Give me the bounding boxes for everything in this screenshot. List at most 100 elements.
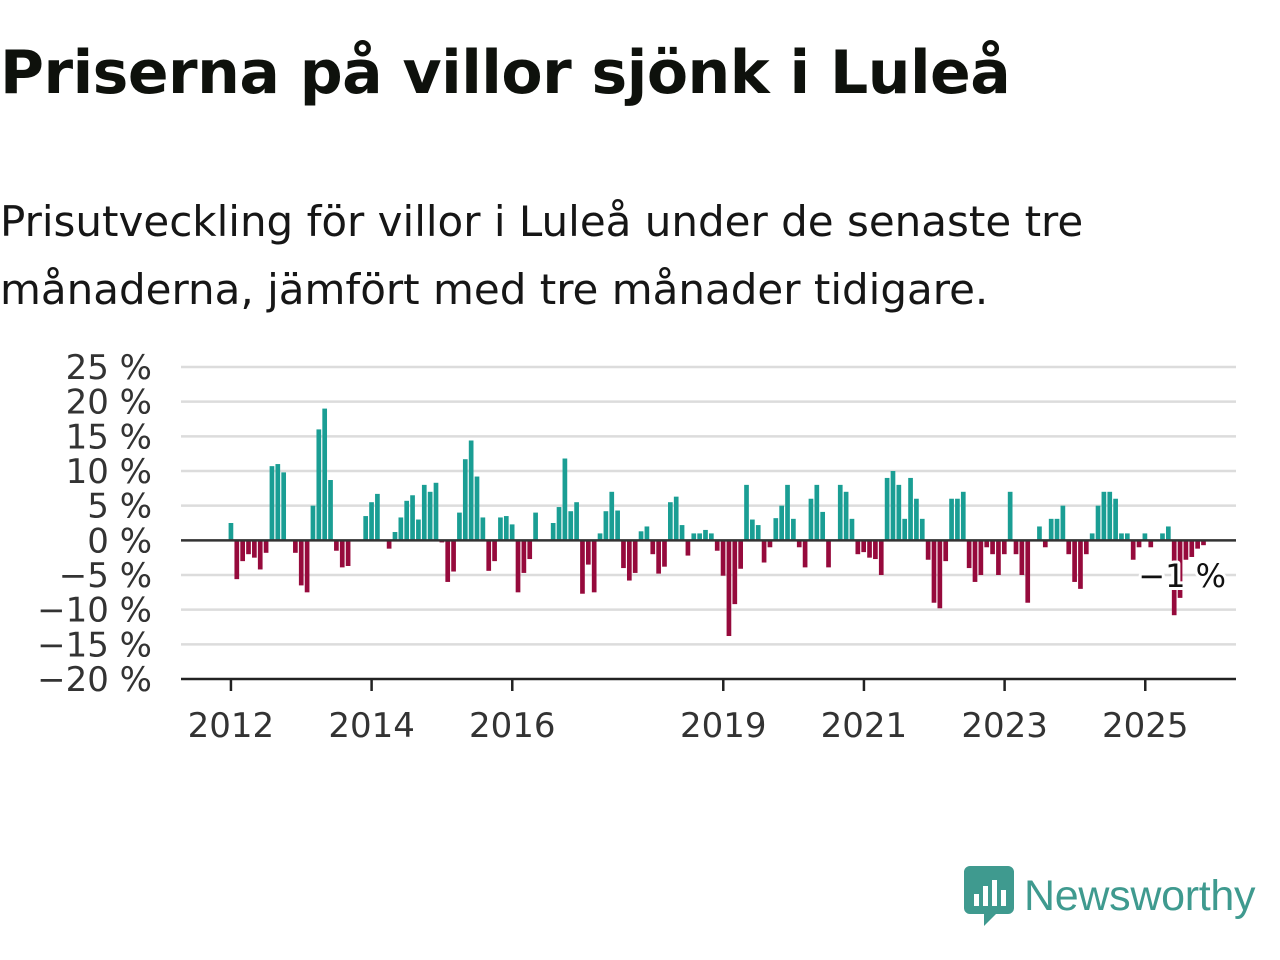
bar: [515, 540, 521, 593]
x-tick-label: 2023: [961, 706, 1048, 746]
bar: [621, 540, 626, 569]
y-tick-label: −10 %: [37, 591, 152, 631]
bar: [457, 512, 462, 541]
bar: [1189, 540, 1195, 557]
bar: [855, 540, 861, 555]
bar: [1007, 491, 1013, 541]
bar: [263, 540, 269, 553]
bar: [1101, 491, 1107, 541]
bar: [796, 540, 802, 548]
x-tick-label: 2016: [469, 706, 556, 746]
bar: [978, 540, 984, 575]
bar: [433, 482, 439, 541]
bar: [304, 540, 310, 593]
bar: [937, 540, 943, 609]
bar: [814, 484, 820, 541]
bar: [1013, 540, 1019, 555]
bar: [580, 540, 585, 594]
bar: [656, 540, 661, 574]
bar: [410, 495, 415, 541]
bar: [298, 540, 304, 586]
x-axis-ticks: 2012 2014 2016 2019 2021 2023 2025: [188, 679, 1189, 746]
bar: [609, 491, 615, 541]
newsworthy-chart-icon: [964, 866, 1014, 926]
bar: [638, 531, 644, 541]
bar: [1183, 540, 1189, 560]
bar: [574, 502, 579, 541]
bar: [1107, 491, 1113, 541]
bar: [896, 484, 902, 541]
bar: [673, 496, 679, 541]
bar: [1054, 518, 1060, 541]
bar: [310, 505, 316, 541]
bar: [591, 540, 597, 593]
y-tick-label: −15 %: [37, 625, 152, 665]
bar: [873, 540, 878, 560]
bar: [843, 491, 849, 541]
x-tick-label: 2019: [680, 706, 767, 746]
y-tick-label: 10 %: [66, 452, 152, 492]
x-tick-label: 2021: [821, 706, 908, 746]
bar: [791, 518, 796, 541]
bar: [568, 511, 574, 541]
bar: [878, 540, 884, 575]
bar: [1136, 540, 1142, 548]
bar: [697, 533, 702, 541]
bar: [585, 540, 591, 565]
bar: [714, 540, 720, 551]
bar: [1037, 526, 1042, 541]
bar: [632, 540, 638, 573]
bar: [1124, 533, 1130, 541]
bar: [914, 498, 919, 541]
bar: [960, 491, 966, 541]
bar: [486, 540, 492, 571]
bar: [1095, 505, 1101, 541]
bar: [275, 464, 281, 541]
bar: [931, 540, 937, 603]
bar: [1171, 540, 1177, 616]
bar: [1001, 540, 1007, 555]
bar: [334, 540, 339, 551]
bar: [1078, 540, 1083, 589]
bar: [328, 480, 333, 541]
bar: [339, 540, 345, 568]
bar: [498, 517, 503, 541]
bar: [685, 540, 691, 556]
latest-value-label: −1 %: [1138, 557, 1226, 595]
bar: [345, 540, 351, 566]
bar: [398, 517, 404, 541]
bars: [228, 408, 1206, 637]
bar: [709, 533, 714, 541]
bar: [1148, 540, 1154, 548]
bar: [949, 498, 954, 541]
bar: [744, 484, 749, 541]
bar: [972, 540, 978, 582]
bar: [1201, 540, 1206, 546]
gridlines: [181, 365, 1236, 646]
bar: [1048, 518, 1054, 541]
bar: [421, 484, 427, 541]
bar: [1042, 540, 1048, 548]
bar: [509, 524, 515, 541]
bar: [691, 533, 697, 541]
bar: [890, 471, 896, 541]
bar: [1083, 540, 1089, 555]
bar: [802, 540, 808, 568]
bar: [503, 516, 509, 541]
bar: [468, 440, 474, 541]
bar: [603, 511, 609, 541]
bar: [375, 493, 380, 541]
y-tick-label: 5 %: [87, 487, 152, 527]
bar: [1025, 540, 1031, 603]
bar: [228, 523, 234, 541]
bar: [404, 500, 410, 541]
bar: [750, 519, 755, 541]
bar: [1119, 533, 1124, 541]
bar: [556, 507, 562, 541]
bar: [626, 540, 632, 581]
bar: [984, 540, 990, 548]
bar: [527, 540, 533, 560]
bar: [1019, 540, 1025, 575]
bar: [386, 540, 392, 549]
bar-chart: 25 %20 %15 %10 %5 %0 %−5 %−10 %−15 %−20 …: [37, 348, 1236, 746]
